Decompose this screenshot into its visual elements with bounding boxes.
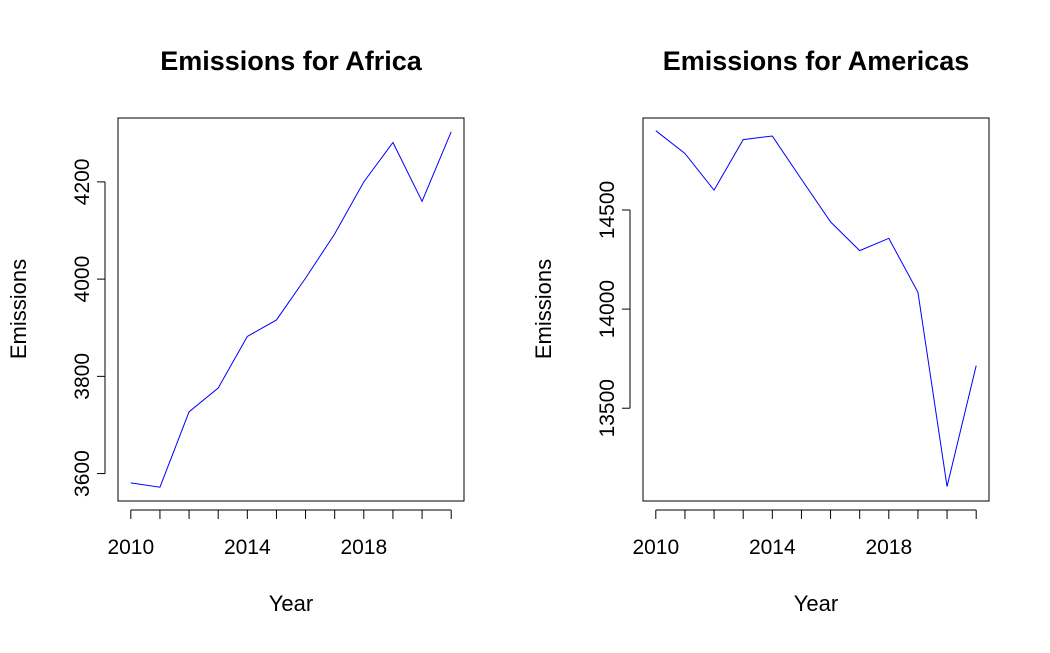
series-line	[655, 130, 977, 487]
y-axis-label: Emissions	[531, 259, 556, 359]
x-tick-label: 2010	[107, 536, 154, 559]
plot-frame	[117, 117, 465, 502]
plot-frame	[642, 117, 990, 502]
x-tick-label: 2010	[632, 536, 679, 559]
series-line	[130, 131, 452, 488]
y-axis-label: Emissions	[6, 259, 31, 359]
y-tick-label: 3800	[71, 353, 94, 400]
chart-title: Emissions for Americas	[663, 46, 970, 76]
y-tick-label: 4000	[71, 256, 94, 303]
x-axis-label: Year	[269, 591, 313, 616]
y-tick-label: 14500	[596, 181, 619, 239]
y-tick-label: 4200	[71, 159, 94, 206]
x-tick-label: 2014	[749, 536, 796, 559]
x-tick-label: 2018	[340, 536, 387, 559]
y-tick-label: 14000	[596, 280, 619, 338]
x-tick-label: 2014	[224, 536, 271, 559]
x-tick-label: 2018	[865, 536, 912, 559]
chart-panel-americas: Emissions for Americas Year Emissions 20…	[531, 46, 990, 616]
chart-panel-africa: Emissions for Africa Year Emissions 2010…	[6, 46, 465, 616]
x-axis-label: Year	[794, 591, 838, 616]
chart-title: Emissions for Africa	[160, 46, 423, 76]
y-tick-label: 3600	[71, 450, 94, 497]
y-tick-label: 13500	[596, 379, 619, 437]
